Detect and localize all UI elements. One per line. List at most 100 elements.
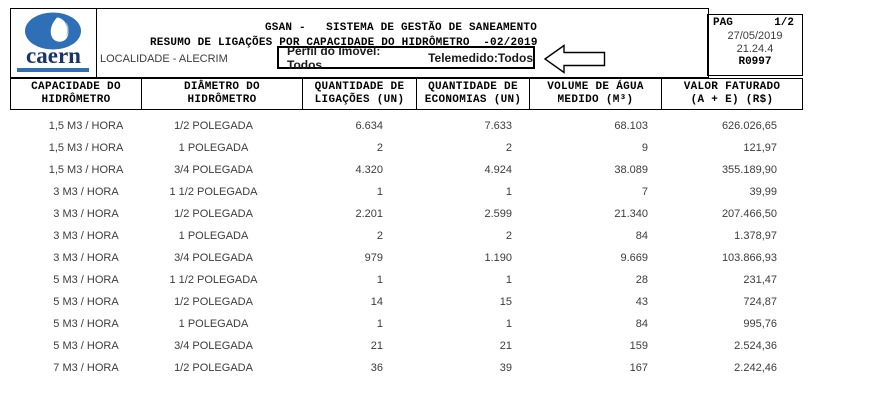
report-time: 21.24.4	[736, 43, 774, 55]
col-header-line: HIDRÔMETRO	[41, 94, 111, 106]
table-row: 3 M3 / HORA 3/4 POLEGADA 979 1.190 9.669…	[10, 247, 803, 269]
ligacoes-cell: 1	[376, 186, 383, 198]
ligacoes-cell: 2.201	[355, 208, 383, 220]
system-title: GSAN - SISTEMA DE GESTÃO DE SANEAMENTO	[264, 22, 538, 34]
telemedido-filter: Telemedido:Todos	[428, 50, 533, 65]
economias-cell: 15	[499, 296, 512, 308]
caern-logo-tagline-strip	[17, 68, 89, 72]
ligacoes-cell: 4.320	[355, 164, 383, 176]
economias-cell: 1.190	[484, 252, 512, 264]
capacidade-cell: 1,5 M3 / HORA	[48, 120, 124, 132]
col-header-line: MEDIDO (M³)	[557, 94, 634, 106]
table-body: 1,5 M3 / HORA 1/2 POLEGADA 6.634 7.633 6…	[10, 115, 803, 379]
capacidade-cell: 7 M3 / HORA	[53, 362, 119, 374]
valor-cell: 626.026,65	[721, 120, 777, 132]
economias-cell: 1	[505, 318, 512, 330]
volume-cell: 84	[635, 230, 648, 242]
perfil-imovel-filter: Perfil do Imóvel: Todos	[287, 43, 381, 72]
ligacoes-cell: 2	[376, 230, 383, 242]
capacidade-cell: 1,5 M3 / HORA	[48, 142, 124, 154]
col-header-volume: VOLUME DE ÁGUA MEDIDO (M³)	[530, 78, 662, 110]
diametro-cell: 1/2 POLEGADA	[174, 362, 253, 374]
capacidade-cell: 3 M3 / HORA	[53, 252, 119, 264]
valor-cell: 995,76	[743, 318, 777, 330]
economias-cell: 2.599	[484, 208, 512, 220]
table-row: 3 M3 / HORA 1 1/2 POLEGADA 1 1 7 39,99	[10, 181, 803, 203]
col-header-capacidade: CAPACIDADE DO HIDRÔMETRO	[10, 78, 142, 110]
valor-cell: 2.524,36	[734, 340, 777, 352]
economias-cell: 21	[499, 340, 512, 352]
table-row: 1,5 M3 / HORA 1/2 POLEGADA 6.634 7.633 6…	[10, 115, 803, 137]
ligacoes-cell: 36	[370, 362, 383, 374]
col-header-valor: VALOR FATURADO (A + E) (R$)	[662, 78, 803, 110]
volume-cell: 43	[635, 296, 648, 308]
capacidade-cell: 5 M3 / HORA	[53, 318, 119, 330]
report-header-box: caern GSAN - SISTEMA DE GESTÃO DE SANEAM…	[10, 8, 709, 78]
col-header-line: VOLUME DE ÁGUA	[547, 81, 644, 93]
report-code: R0997	[738, 56, 772, 68]
volume-cell: 9	[641, 142, 648, 154]
table-row: 5 M3 / HORA 3/4 POLEGADA 21 21 159 2.524…	[10, 335, 803, 357]
diametro-cell: 3/4 POLEGADA	[174, 252, 253, 264]
capacidade-cell: 3 M3 / HORA	[53, 230, 119, 242]
ligacoes-cell: 2	[376, 142, 383, 154]
economias-cell: 39	[499, 362, 512, 374]
col-header-line: LIGAÇÕES (UN)	[314, 94, 405, 106]
table-row: 3 M3 / HORA 1/2 POLEGADA 2.201 2.599 21.…	[10, 203, 803, 225]
diametro-cell: 1 POLEGADA	[178, 230, 249, 242]
valor-cell: 1.378,97	[734, 230, 777, 242]
ligacoes-cell: 1	[376, 318, 383, 330]
ligacoes-cell: 6.634	[355, 120, 383, 132]
table-row: 1,5 M3 / HORA 3/4 POLEGADA 4.320 4.924 3…	[10, 159, 803, 181]
diametro-cell: 1/2 POLEGADA	[174, 296, 253, 308]
economias-cell: 1	[505, 186, 512, 198]
volume-cell: 9.669	[620, 252, 648, 264]
capacidade-cell: 3 M3 / HORA	[53, 186, 119, 198]
diametro-cell: 1/2 POLEGADA	[174, 120, 253, 132]
volume-cell: 84	[635, 318, 648, 330]
locality-label: LOCALIDADE - ALECRIM	[100, 53, 228, 65]
economias-cell: 2	[505, 230, 512, 242]
diametro-cell: 1 POLEGADA	[178, 142, 249, 154]
caern-logo-icon	[25, 12, 81, 50]
table-row: 3 M3 / HORA 1 POLEGADA 2 2 84 1.378,97	[10, 225, 803, 247]
caern-logo-text: caern	[26, 43, 81, 68]
volume-cell: 38.089	[614, 164, 648, 176]
valor-cell: 39,99	[749, 186, 777, 198]
valor-cell: 2.242,46	[734, 362, 777, 374]
valor-cell: 121,97	[743, 142, 777, 154]
col-header-line: QUANTIDADE DE	[314, 81, 405, 93]
col-header-economias: QUANTIDADE DE ECONOMIAS (UN)	[417, 78, 530, 110]
diametro-cell: 3/4 POLEGADA	[174, 340, 253, 352]
col-header-line: ECONOMIAS (UN)	[424, 94, 522, 106]
table-header-row: CAPACIDADE DO HIDRÔMETRO DIÂMETRO DO HID…	[10, 78, 803, 110]
table-row: 5 M3 / HORA 1/2 POLEGADA 14 15 43 724,87	[10, 291, 803, 313]
ligacoes-cell: 1	[376, 274, 383, 286]
col-header-line: VALOR FATURADO	[683, 81, 781, 93]
page-number: 1/2	[774, 17, 794, 29]
diametro-cell: 1 1/2 POLEGADA	[169, 274, 258, 286]
economias-cell: 7.633	[484, 120, 512, 132]
capacidade-cell: 3 M3 / HORA	[53, 208, 119, 220]
left-arrow-icon	[544, 44, 606, 74]
diametro-cell: 1 1/2 POLEGADA	[169, 186, 258, 198]
economias-cell: 4.924	[484, 164, 512, 176]
col-header-line: CAPACIDADE DO	[31, 81, 121, 93]
table-row: 1,5 M3 / HORA 1 POLEGADA 2 2 9 121,97	[10, 137, 803, 159]
valor-cell: 724,87	[743, 296, 777, 308]
volume-cell: 167	[629, 362, 648, 374]
capacidade-cell: 5 M3 / HORA	[53, 274, 119, 286]
col-header-line: QUANTIDADE DE	[428, 81, 518, 93]
valor-cell: 103.866,93	[721, 252, 777, 264]
col-header-ligacoes: QUANTIDADE DE LIGAÇÕES (UN)	[303, 78, 417, 110]
economias-cell: 1	[505, 274, 512, 286]
diametro-cell: 1 POLEGADA	[178, 318, 249, 330]
ligacoes-cell: 21	[370, 340, 383, 352]
capacidade-cell: 1,5 M3 / HORA	[48, 164, 124, 176]
valor-cell: 207.466,50	[721, 208, 777, 220]
volume-cell: 159	[629, 340, 648, 352]
capacidade-cell: 5 M3 / HORA	[53, 340, 119, 352]
filter-box: Perfil do Imóvel: Todos Telemedido:Todos	[277, 43, 535, 72]
pag-label: PAG	[713, 17, 733, 29]
